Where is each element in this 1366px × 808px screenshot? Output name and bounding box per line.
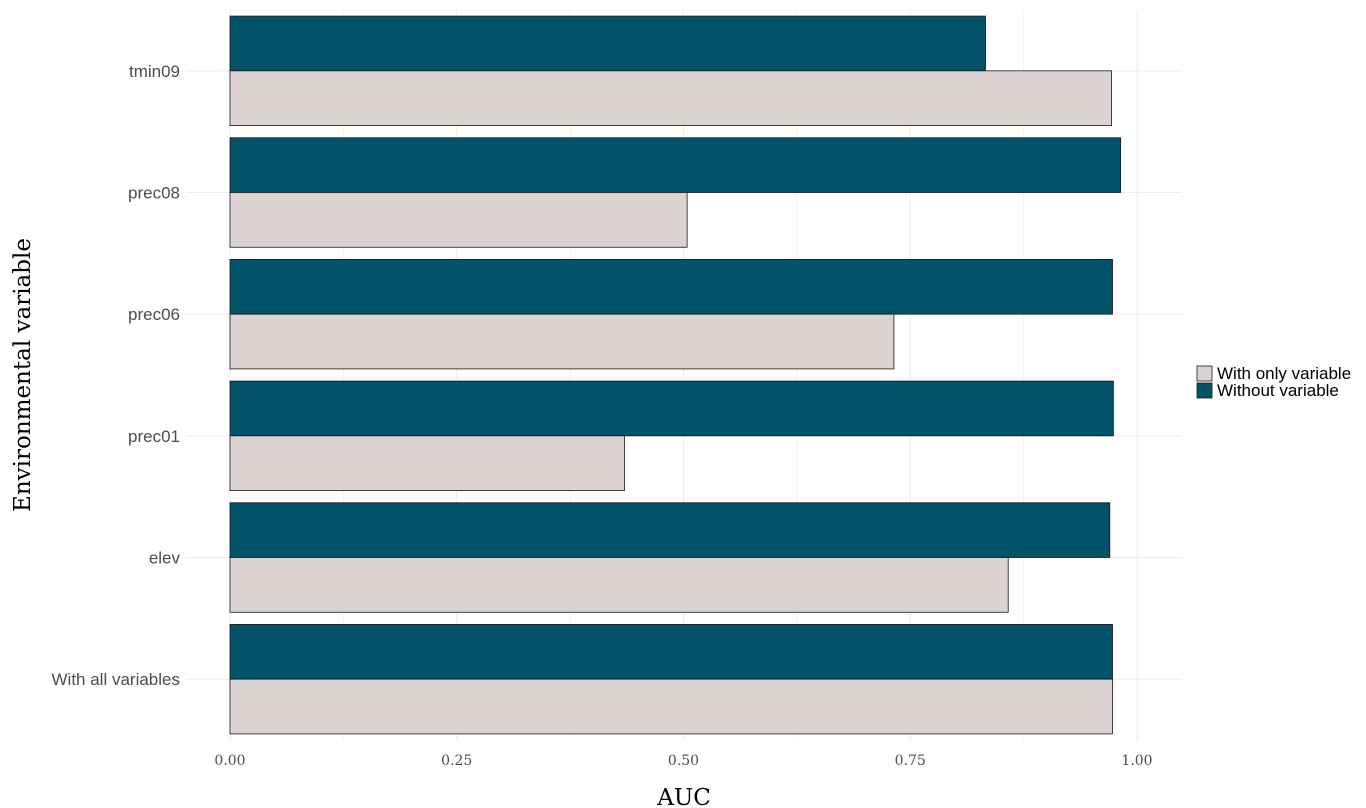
- y-tick-labels: With all variables elev prec01 prec06 prec08…: [52, 62, 181, 689]
- bar-without-variable: [229, 259, 1113, 315]
- x-tick-label: 0.25: [441, 753, 472, 769]
- y-tick-label: elev: [149, 549, 181, 568]
- bar-with-only-variable: [229, 678, 1113, 735]
- bar-without-variable: [229, 502, 1111, 558]
- legend-label: With only variable: [1217, 364, 1351, 383]
- y-axis-title: Environmental variable: [10, 238, 36, 512]
- bar-with-only-variable: [229, 557, 1009, 613]
- x-axis-title: AUC: [656, 785, 711, 808]
- x-tick-label: 1.00: [1121, 753, 1152, 769]
- bar-without-variable: [229, 380, 1114, 437]
- legend-label: Without variable: [1217, 381, 1339, 400]
- bar-without-variable: [229, 15, 986, 72]
- bar-without-variable: [229, 624, 1113, 680]
- legend-swatch: [1196, 365, 1213, 382]
- y-tick-label: prec01: [128, 427, 180, 446]
- x-tick-label: 0.00: [214, 753, 245, 769]
- y-tick-label: tmin09: [129, 62, 180, 81]
- y-tick-label: prec06: [128, 305, 180, 324]
- bar-without-variable: [229, 137, 1122, 193]
- bar-with-only-variable: [229, 192, 688, 248]
- x-tick-labels: 0.00 0.25 0.50 0.75 1.00: [214, 753, 1152, 769]
- bar-with-only-variable: [229, 70, 1113, 126]
- bars: [229, 15, 1122, 735]
- x-tick-label: 0.50: [668, 753, 699, 769]
- y-tick-label: With all variables: [52, 670, 181, 689]
- x-tick-label: 0.75: [895, 753, 926, 769]
- bar-with-only-variable: [229, 435, 625, 491]
- y-tick-label: prec08: [128, 184, 180, 203]
- bar-with-only-variable: [229, 313, 895, 370]
- legend-swatch: [1196, 382, 1213, 399]
